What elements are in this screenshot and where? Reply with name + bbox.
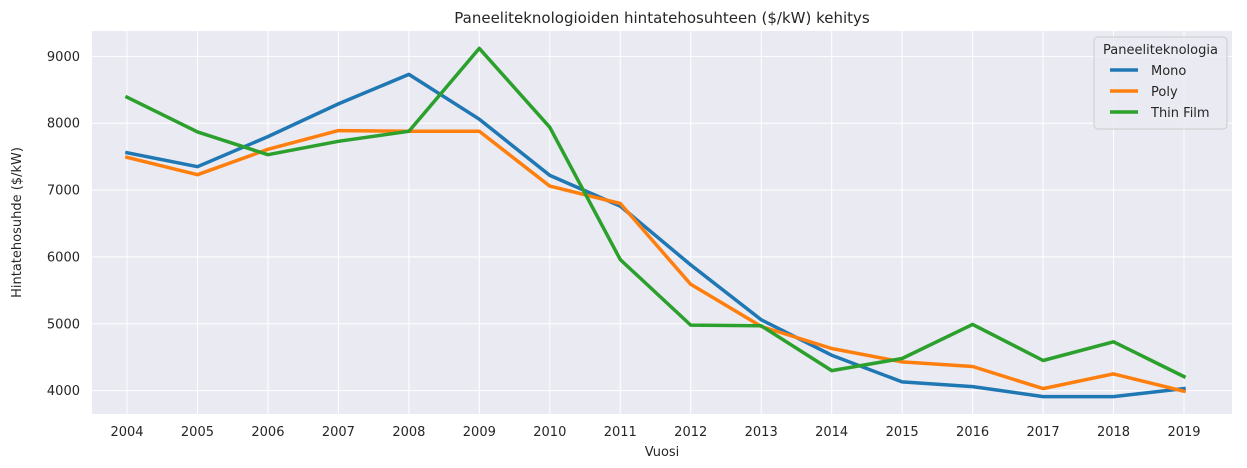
y-tick-label: 5000 [47,317,80,332]
legend-title: Paneeliteknologia [1103,43,1218,58]
x-tick-label: 2005 [181,425,214,440]
x-tick-label: 2008 [392,425,425,440]
y-tick-label: 9000 [47,50,80,65]
x-tick-label: 2010 [533,425,566,440]
x-tick-label: 2016 [956,425,989,440]
x-tick-label: 2013 [745,425,778,440]
tick-labels: 2004 2005 2006 2007 2008 2009 2010 2011 2012 2013… [47,50,1201,440]
y-axis-label: Hintatehosuhde ($/kW) [10,147,25,298]
series-line-mono [124,72,1186,399]
x-tick-label: 2014 [815,425,848,440]
chart-title: Paneeliteknologioiden hintatehosuhteen (… [454,9,870,27]
x-tick-label: 2011 [604,425,637,440]
series-line-poly [124,128,1187,394]
legend-entry: Mono [1151,64,1186,79]
legend: Paneeliteknologia Mono Poly Thin Film [1093,36,1228,130]
legend-entry: Poly [1151,85,1178,100]
plot-area [92,31,1232,414]
x-tick-label: 2007 [322,425,355,440]
legend-entry: Thin Film [1150,106,1210,121]
y-tick-label: 7000 [47,184,80,199]
y-tick-label: 4000 [47,384,80,399]
x-tick-label: 2012 [674,425,707,440]
x-tick-label: 2018 [1097,425,1130,440]
x-tick-label: 2006 [251,425,284,440]
x-tick-label: 2019 [1167,425,1200,440]
series-lines [124,46,1187,399]
series-line-thin-film [124,46,1187,379]
x-tick-label: 2017 [1027,425,1060,440]
x-tick-label: 2009 [463,425,496,440]
x-tick-label: 2004 [110,425,143,440]
x-tick-label: 2015 [886,425,919,440]
x-axis-label: Vuosi [645,445,680,460]
y-tick-label: 6000 [47,250,80,265]
legend-box [1093,36,1228,130]
y-tick-label: 8000 [47,117,80,132]
